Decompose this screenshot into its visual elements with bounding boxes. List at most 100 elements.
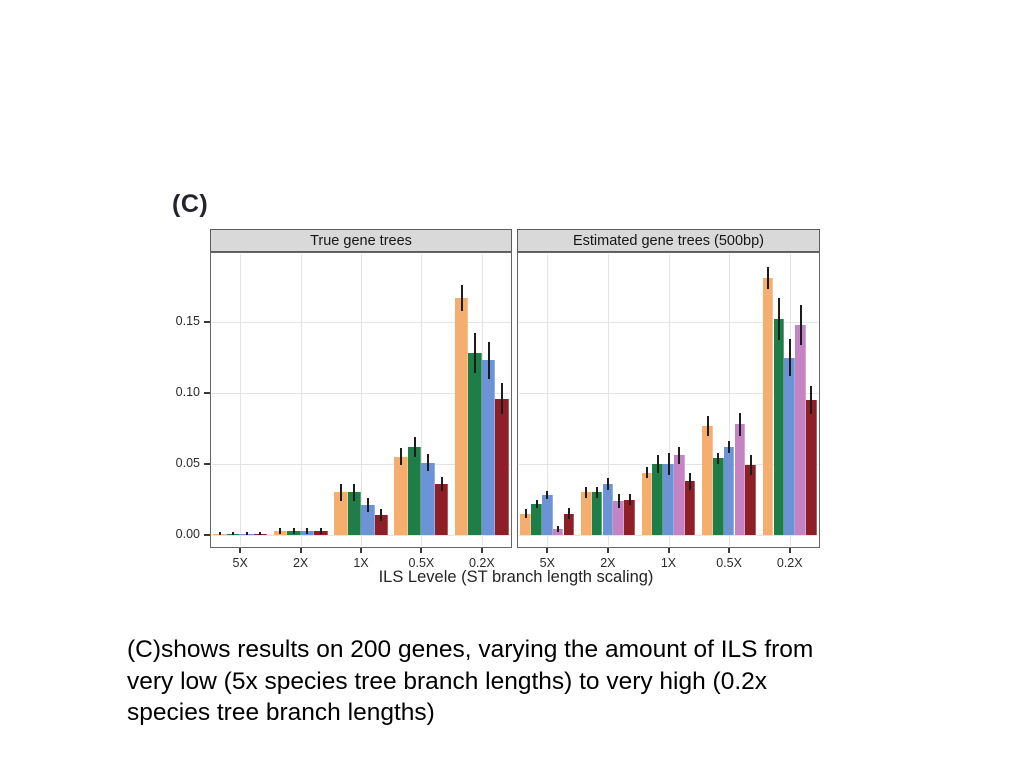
gridline-vertical [300, 254, 302, 546]
gridline-vertical [240, 254, 242, 546]
bar-green-0.5X [712, 458, 724, 535]
gridline-vertical [607, 254, 609, 546]
x-tick-mark [239, 548, 242, 553]
y-tick-mark [204, 392, 210, 394]
bar-orange-0.2X [454, 297, 469, 535]
bar-purple-5X [552, 529, 564, 535]
bar-orange-1X [334, 492, 348, 535]
y-tick-mark [204, 321, 210, 323]
bar-blue-0.5X [723, 446, 735, 535]
bar-dark-red-0.2X [805, 400, 817, 535]
error-bar [596, 486, 599, 499]
error-bar [292, 527, 295, 534]
error-bar [799, 304, 802, 345]
y-tick-label: 0.10 [175, 385, 200, 399]
error-bar [777, 297, 780, 341]
x-tick-label: 0.5X [716, 556, 742, 570]
bar-dark-red-2X [624, 499, 635, 535]
y-tick-label: 0.15 [175, 314, 200, 328]
error-bar [656, 455, 659, 473]
gridline-vertical [547, 254, 549, 546]
error-bar [689, 472, 692, 490]
error-bar [810, 385, 813, 415]
bar-dark-red-0.5X [434, 483, 449, 535]
error-bar [717, 452, 720, 464]
error-bar [678, 446, 681, 464]
bar-orange-2X [580, 492, 592, 535]
x-tick-mark [546, 548, 549, 553]
x-tick-mark [606, 548, 609, 553]
error-bar [440, 476, 443, 491]
error-bar [749, 455, 752, 476]
bar-blue-0.2X [784, 357, 796, 535]
error-bar [380, 509, 383, 521]
x-tick-mark [299, 548, 302, 553]
y-tick-mark [204, 463, 210, 465]
x-tick-label: 0.5X [408, 556, 435, 570]
error-bar [460, 285, 463, 311]
bar-purple-0.5X [734, 424, 746, 535]
gridline-vertical [729, 254, 731, 546]
x-tick-label: 0.2X [776, 556, 803, 570]
x-tick-mark [420, 548, 423, 553]
error-bar [487, 341, 490, 379]
x-tick-label: 5X [539, 556, 555, 570]
error-bar [557, 526, 560, 533]
bar-purple-1X [673, 455, 685, 535]
error-bar [259, 532, 262, 535]
y-tick-label: 0.05 [175, 456, 200, 470]
bar-green-2X [591, 492, 603, 535]
caption-text: (C)shows results on 200 genes, varying t… [127, 636, 814, 726]
error-bar [306, 527, 309, 534]
gridline-vertical [668, 254, 670, 546]
bar-blue-2X [602, 483, 614, 535]
error-bar [339, 483, 342, 501]
error-bar [319, 527, 322, 534]
error-bar [567, 508, 570, 520]
error-bar [279, 527, 282, 534]
bar-green-0.2X [468, 353, 482, 535]
error-bar [218, 532, 221, 535]
error-bar [585, 486, 588, 499]
bar-orange-0.5X [394, 456, 408, 535]
bar-purple-2X [613, 500, 625, 535]
error-bar [788, 339, 791, 376]
bar-blue-1X [663, 464, 674, 535]
x-tick-label: 5X [232, 556, 248, 570]
gridline-vertical [361, 254, 362, 546]
error-bar [738, 412, 741, 436]
x-tick-label: 2X [600, 556, 616, 570]
error-bar [524, 509, 527, 518]
error-bar [413, 437, 416, 457]
x-tick-mark [788, 548, 791, 553]
facet-strip-title: True gene trees [210, 229, 512, 252]
error-bar [706, 415, 709, 436]
bar-green-5X [531, 503, 542, 535]
x-tick-label: 0.2X [468, 556, 495, 570]
x-tick-mark [667, 548, 670, 553]
y-tick-label: 0.00 [175, 527, 200, 541]
bar-dark-red-1X [374, 515, 388, 535]
bar-blue-5X [541, 495, 553, 535]
y-tick-mark [204, 534, 210, 536]
error-bar [535, 499, 538, 509]
bar-orange-5X [520, 513, 532, 535]
error-bar [728, 441, 731, 453]
error-bar [366, 498, 369, 513]
bar-dark-red-0.2X [495, 398, 509, 535]
error-bar [245, 532, 248, 535]
figure-panel-label: (C) [172, 190, 209, 218]
error-bar [667, 452, 670, 476]
x-tick-mark [480, 548, 483, 553]
x-tick-label: 2X [292, 556, 309, 570]
bar-green-1X [652, 464, 664, 535]
bar-dark-red-0.5X [745, 465, 757, 535]
bar-blue-0.5X [421, 462, 435, 535]
bar-blue-1X [361, 505, 375, 535]
bar-purple-0.2X [795, 324, 806, 535]
x-tick-label: 1X [660, 556, 677, 570]
error-bar [501, 383, 504, 415]
x-tick-label: 1X [353, 556, 369, 570]
error-bar [645, 466, 648, 479]
